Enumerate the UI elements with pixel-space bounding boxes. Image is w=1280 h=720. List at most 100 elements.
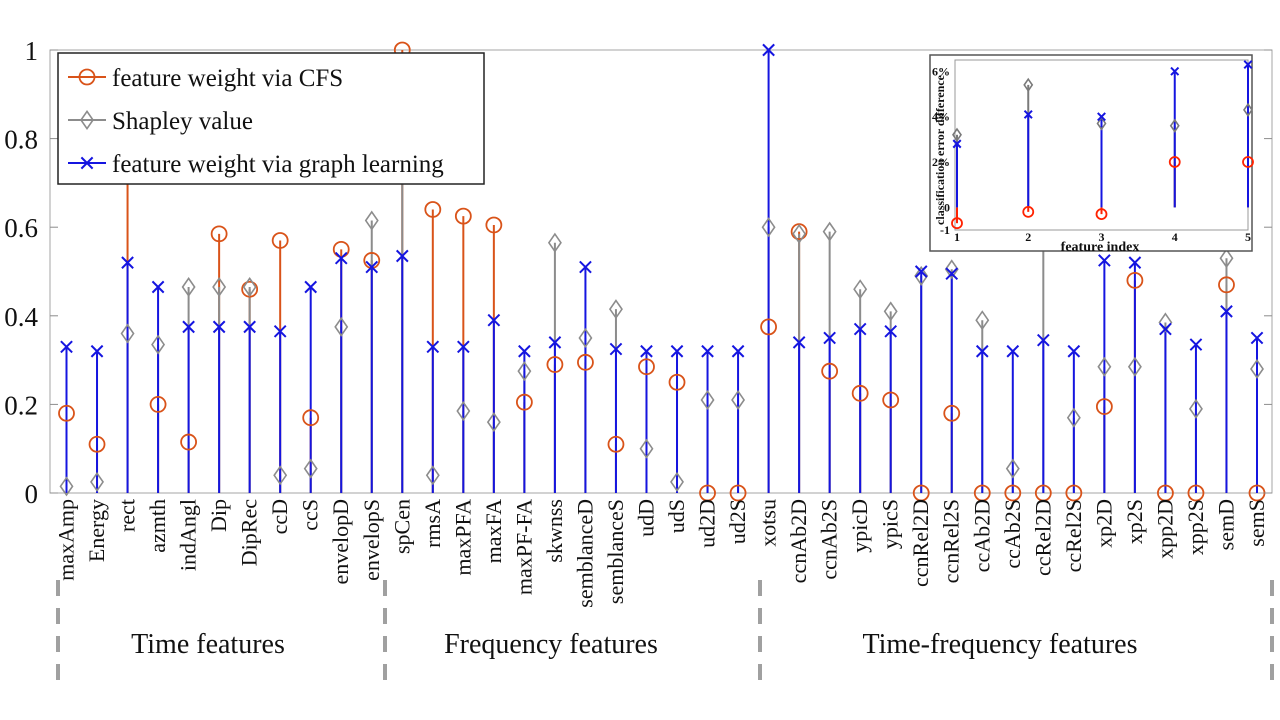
stem-marker [670,471,684,492]
x-tick-label: ud2D [695,499,720,548]
x-tick-label: ccAb2D [969,499,994,572]
inset-stem-marker [1096,116,1107,131]
stem-marker [731,344,745,358]
stem-marker [1034,484,1052,502]
x-tick-label: ccnAb2D [786,499,811,583]
stem-marker [548,336,562,349]
stem-marker [1004,484,1022,502]
stem-marker [149,395,167,413]
x-tick-label: maxPF-FA [511,499,536,595]
legend-label: Shapley value [112,108,253,135]
y-tick-label: 0.8 [4,125,38,155]
stem-marker [579,260,592,274]
inset-stem-marker [1168,156,1181,168]
stem-marker [181,276,196,298]
stem-marker [365,260,379,274]
inset-stem-marker [1243,102,1253,118]
stem-marker [273,324,287,338]
stem-marker [944,259,959,280]
stem-marker [273,465,288,486]
x-tick-label: ccnAb2S [817,499,842,580]
stem-marker [424,201,442,218]
legend-marker [80,109,94,131]
stem-marker [668,373,686,391]
stem-marker [851,384,869,402]
legend: feature weight via CFS Shapley value featu… [57,52,485,185]
legend-marker [80,156,94,170]
x-tick-label: ccnRel2D [908,499,933,587]
stem-marker [578,327,593,348]
inset-x-tick-label: 2 [1025,230,1031,244]
stem-marker [1188,398,1203,419]
x-tick-label: rmsA [420,499,445,548]
group-label: Frequency features [444,629,658,660]
y-tick-label: 0.6 [4,213,38,243]
stem-marker [577,353,594,371]
stem-marker [1250,331,1264,345]
stem-marker [1220,305,1233,318]
inset-stem-marker [1169,118,1180,133]
stem-marker [1066,407,1081,428]
stem-marker [945,267,959,281]
stem-marker [761,217,776,238]
stem-marker [425,465,440,486]
stem-marker [1098,254,1111,267]
inset-stem-marker [1022,205,1035,218]
x-tick-label: semblanceD [572,499,597,608]
stem-marker [853,322,867,336]
inset-x-tick-label: 5 [1245,230,1251,244]
stem-marker [943,404,961,422]
stem-marker [271,232,289,249]
stem-marker [975,310,990,331]
main-x-tick-labels: maxAmp Energy rect azmth indAngl Dip DipRec ccD… [54,499,1270,608]
x-tick-label: Dip [206,499,231,532]
x-tick-label: DipRec [237,499,262,566]
stem-marker [1036,333,1050,347]
stem-marker [853,279,868,300]
stem-marker [638,358,655,376]
stem-marker [547,232,562,253]
stem-marker [1219,248,1234,269]
x-tick-label: ud2S [725,499,750,544]
stem-marker [1189,338,1203,351]
stem-marker [88,435,106,453]
inset-stem-marker [1170,66,1180,76]
inset-x-label: feature index [1061,240,1140,255]
stem-marker [486,412,501,433]
stem-marker [975,344,989,358]
inset-stem-marker [1243,60,1253,69]
x-tick-label: rect [115,499,140,532]
stem-marker [699,484,716,502]
stem-marker [151,334,166,355]
stem-marker [1128,256,1142,269]
group-dividers [56,580,1274,692]
stem-marker [182,320,195,334]
x-tick-label: envelopD [328,499,353,585]
stem-marker [58,404,75,422]
inset-stem-marker [1095,208,1108,221]
stem-marker [608,299,623,320]
stem-marker [670,344,684,358]
legend-label: feature weight via graph learning [112,151,444,178]
inset-stem-marker [952,127,962,142]
x-tick-label: semD [1213,499,1238,550]
x-tick-label: udS [664,499,689,533]
stem-marker [334,251,348,265]
inset-x-tick-label: 1 [954,230,960,244]
inset-chart: -1 0 2% 4% 6% 1 2 3 4 5 feature index classificatio… [929,54,1254,255]
stem-marker [1250,358,1264,379]
stem-marker [304,280,318,294]
stem-marker [1126,271,1144,289]
x-tick-label: ccAb2S [1000,499,1025,569]
stem-marker [242,276,257,298]
x-tick-label: indAngl [176,499,201,571]
x-tick-label: spCen [389,499,414,554]
inset-stem-marker [1023,77,1034,93]
stem-marker [334,316,349,337]
inset-stem-marker [952,139,962,149]
stem-marker [640,344,653,358]
stem-marker [822,221,837,242]
x-tick-label: ccnRel2S [939,499,964,583]
x-tick-label: maxAmp [54,499,79,581]
stem-marker [454,207,472,225]
